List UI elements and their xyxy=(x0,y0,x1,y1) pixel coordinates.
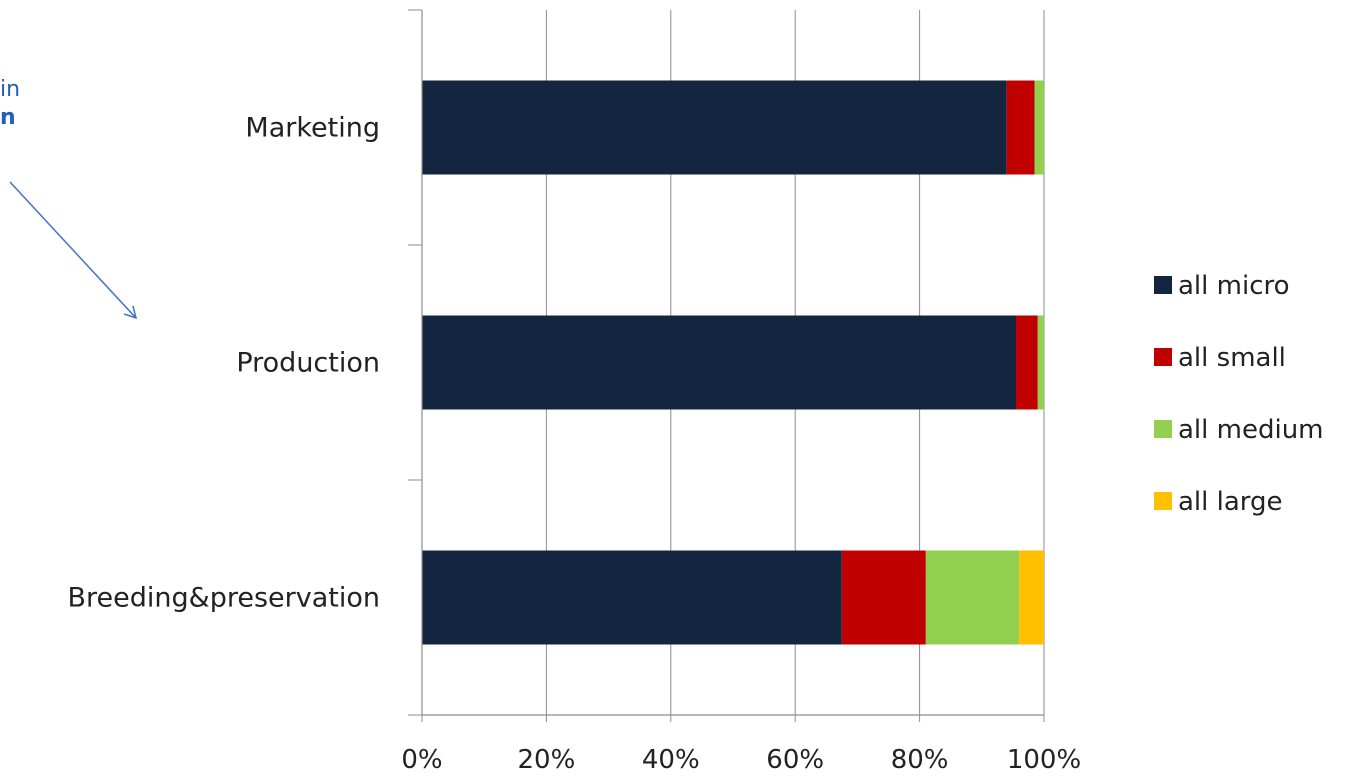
legend-swatch xyxy=(1154,348,1172,366)
x-tick-label: 0% xyxy=(401,745,442,775)
bar-segment-all-large xyxy=(1019,550,1044,645)
x-tick-label: 80% xyxy=(891,745,949,775)
axis-labels: 0% 20% 40% 60% 80% 100% Marketing Production Bre… xyxy=(68,113,1082,776)
legend-swatch xyxy=(1154,420,1172,438)
bar-segment-all-small xyxy=(1016,315,1038,410)
bars xyxy=(422,80,1044,645)
bar-segment-all-small xyxy=(1006,80,1035,175)
bar-segment-all-medium xyxy=(925,550,1020,645)
bar-segment-all-micro xyxy=(422,315,1017,410)
legend-label: all medium xyxy=(1178,415,1324,445)
x-tick-label: 60% xyxy=(766,745,824,775)
category-label: Production xyxy=(236,348,380,379)
legend-label: all large xyxy=(1178,487,1283,517)
annotation-line-2: n xyxy=(0,105,16,130)
legend-label: all small xyxy=(1178,343,1286,373)
legend-swatch xyxy=(1154,276,1172,294)
category-label: Marketing xyxy=(245,113,380,144)
annotation-line-1: in xyxy=(0,77,21,102)
x-tick-label: 100% xyxy=(1007,745,1081,775)
bar-segment-all-medium xyxy=(1034,80,1044,175)
bar-segment-all-micro xyxy=(422,80,1007,175)
legend-label: all micro xyxy=(1178,271,1290,301)
annotation-text: in n xyxy=(0,76,24,132)
x-tick-label: 20% xyxy=(518,745,576,775)
legend: all micro all small all medium all large xyxy=(1154,271,1324,517)
bar-segment-all-small xyxy=(841,550,926,645)
axes xyxy=(408,9,1045,722)
bar-segment-all-micro xyxy=(422,550,842,645)
bar-segment-all-medium xyxy=(1037,315,1044,410)
category-label: Breeding&preservation xyxy=(68,583,380,614)
x-tick-label: 40% xyxy=(642,745,700,775)
annotation-arrow xyxy=(9,181,138,320)
legend-swatch xyxy=(1154,492,1172,510)
